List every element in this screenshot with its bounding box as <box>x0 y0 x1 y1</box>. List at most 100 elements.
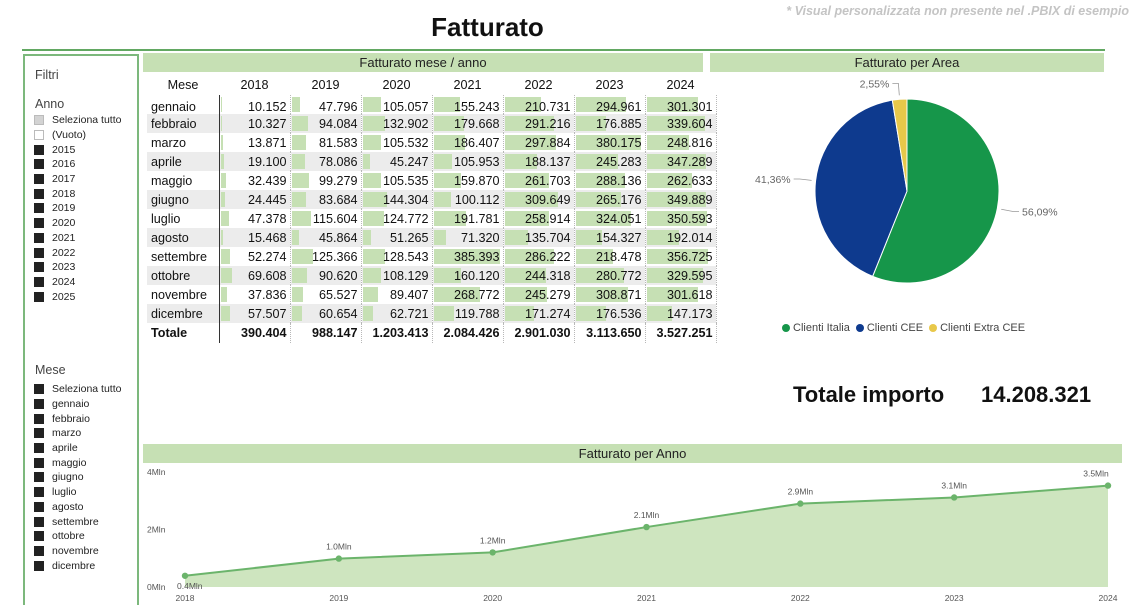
anno-checkbox[interactable] <box>34 130 44 141</box>
anno-option-2023[interactable]: 2023 <box>34 260 121 275</box>
mese-checkbox[interactable] <box>34 487 44 498</box>
anno-checkbox[interactable] <box>34 276 44 287</box>
matrix-cell-value: 105.535 <box>382 173 429 188</box>
mese-option-marzo[interactable]: marzo <box>34 426 121 441</box>
mese-option-label: maggio <box>52 456 87 469</box>
mese-slicer-title: Mese <box>35 363 66 377</box>
legend-item-clienti-italia[interactable]: Clienti Italia <box>782 322 850 334</box>
matrix-month-label: novembre <box>147 285 220 304</box>
matrix-cell-value: 51.265 <box>389 230 429 245</box>
data-point[interactable] <box>335 555 343 562</box>
anno-option-seleziona-tutto[interactable]: Seleziona tutto <box>34 113 121 128</box>
matrix-month-label: giugno <box>147 190 220 209</box>
data-point[interactable] <box>181 572 189 579</box>
matrix-databar <box>646 97 699 112</box>
matrix-cell: 10.152 <box>219 95 291 114</box>
anno-checkbox[interactable] <box>34 144 44 155</box>
mese-checkbox[interactable] <box>34 501 44 512</box>
anno-checkbox[interactable] <box>34 203 44 214</box>
matrix-month-label: aprile <box>147 152 220 171</box>
matrix-month-label: luglio <box>147 209 220 228</box>
data-point[interactable] <box>950 494 958 501</box>
legend-marker <box>929 324 938 332</box>
anno-option-vuoto[interactable]: (Vuoto) <box>34 128 121 143</box>
anno-option-2019[interactable]: 2019 <box>34 201 121 216</box>
matrix-cell-value: 105.953 <box>453 154 500 169</box>
anno-option-2022[interactable]: 2022 <box>34 245 121 260</box>
mese-checkbox[interactable] <box>34 472 44 483</box>
anno-option-2017[interactable]: 2017 <box>34 172 121 187</box>
matrix-cell: 124.772 <box>361 209 433 228</box>
data-point[interactable] <box>1104 482 1112 489</box>
matrix-databar <box>575 211 631 226</box>
matrix-databar <box>433 306 454 321</box>
pie-slice-clienti-italia[interactable] <box>871 98 1000 284</box>
mese-checkbox[interactable] <box>34 545 44 556</box>
matrix-cell-value: 155.243 <box>453 99 500 114</box>
matrix-databar <box>646 306 672 321</box>
matrix-month-label: febbraio <box>147 114 220 133</box>
matrix-cell-value: 218.478 <box>595 249 642 264</box>
pie-slice-clienti-extra-cee[interactable] <box>891 98 908 192</box>
anno-checkbox[interactable] <box>34 188 44 199</box>
mese-option-gennaio[interactable]: gennaio <box>34 397 121 412</box>
mese-checkbox[interactable] <box>34 413 44 424</box>
mese-checkbox[interactable] <box>34 443 44 454</box>
matrix-cell: 154.327 <box>574 228 646 247</box>
matrix-cell-value: 261.703 <box>524 173 571 188</box>
data-point[interactable] <box>643 523 650 531</box>
anno-checkbox[interactable] <box>34 159 44 170</box>
data-point[interactable] <box>489 549 496 556</box>
anno-option-2021[interactable]: 2021 <box>34 231 121 246</box>
anno-option-2024[interactable]: 2024 <box>34 275 121 290</box>
anno-option-2016[interactable]: 2016 <box>34 157 121 172</box>
mese-checkbox[interactable] <box>34 457 44 468</box>
matrix-cell-value: 69.608 <box>247 268 287 283</box>
matrix-cell: 13.871 <box>219 133 291 152</box>
anno-checkbox[interactable] <box>34 174 44 185</box>
matrix-total-value: 390.404 <box>219 323 291 343</box>
line-chart-title: Fatturato per Anno <box>143 444 1122 463</box>
legend-item-clienti-cee[interactable]: Clienti CEE <box>855 322 923 334</box>
data-label: 0.4Mln <box>177 581 203 591</box>
anno-checkbox[interactable] <box>34 232 44 243</box>
matrix-cell: 218.478 <box>574 247 646 266</box>
anno-checkbox[interactable] <box>34 218 44 229</box>
matrix-row: gennaio 10.152 47.796 105.057 155.243 210.731… <box>147 95 717 114</box>
anno-option-2020[interactable]: 2020 <box>34 216 121 231</box>
matrix-databar <box>575 173 625 188</box>
pie-slice-clienti-cee[interactable] <box>814 99 908 277</box>
matrix-databar <box>575 116 606 131</box>
anno-checkbox[interactable] <box>34 291 44 302</box>
anno-option-label: 2025 <box>52 290 76 303</box>
data-point[interactable] <box>797 500 804 507</box>
mese-option-dicembre[interactable]: dicembre <box>34 558 121 573</box>
matrix-cell: 99.279 <box>290 171 362 190</box>
mese-option-seleziona-tutto[interactable]: Seleziona tutto <box>34 382 121 397</box>
legend-item-clienti-extra-cee[interactable]: Clienti Extra CEE <box>929 322 1025 334</box>
anno-checkbox[interactable] <box>34 115 44 126</box>
mese-option-ottobre[interactable]: ottobre <box>34 529 121 544</box>
anno-checkbox[interactable] <box>34 262 44 273</box>
mese-checkbox[interactable] <box>34 399 44 410</box>
anno-option-2015[interactable]: 2015 <box>34 142 121 157</box>
matrix-databar <box>504 211 549 226</box>
matrix-cell: 144.304 <box>361 190 433 209</box>
mese-checkbox[interactable] <box>34 531 44 542</box>
mese-option-giugno[interactable]: giugno <box>34 470 121 485</box>
matrix-cell-value: 60.654 <box>318 306 358 321</box>
anno-option-2025[interactable]: 2025 <box>34 289 121 304</box>
mese-option-luglio[interactable]: luglio <box>34 485 121 500</box>
mese-option-maggio[interactable]: maggio <box>34 455 121 470</box>
mese-option-aprile[interactable]: aprile <box>34 441 121 456</box>
mese-checkbox[interactable] <box>34 428 44 439</box>
mese-option-febbraio[interactable]: febbraio <box>34 411 121 426</box>
mese-checkbox[interactable] <box>34 560 44 571</box>
mese-checkbox[interactable] <box>34 516 44 527</box>
mese-checkbox[interactable] <box>34 384 44 395</box>
mese-option-novembre[interactable]: novembre <box>34 544 121 559</box>
mese-option-agosto[interactable]: agosto <box>34 500 121 515</box>
anno-option-2018[interactable]: 2018 <box>34 186 121 201</box>
mese-option-settembre[interactable]: settembre <box>34 514 121 529</box>
anno-checkbox[interactable] <box>34 247 44 258</box>
